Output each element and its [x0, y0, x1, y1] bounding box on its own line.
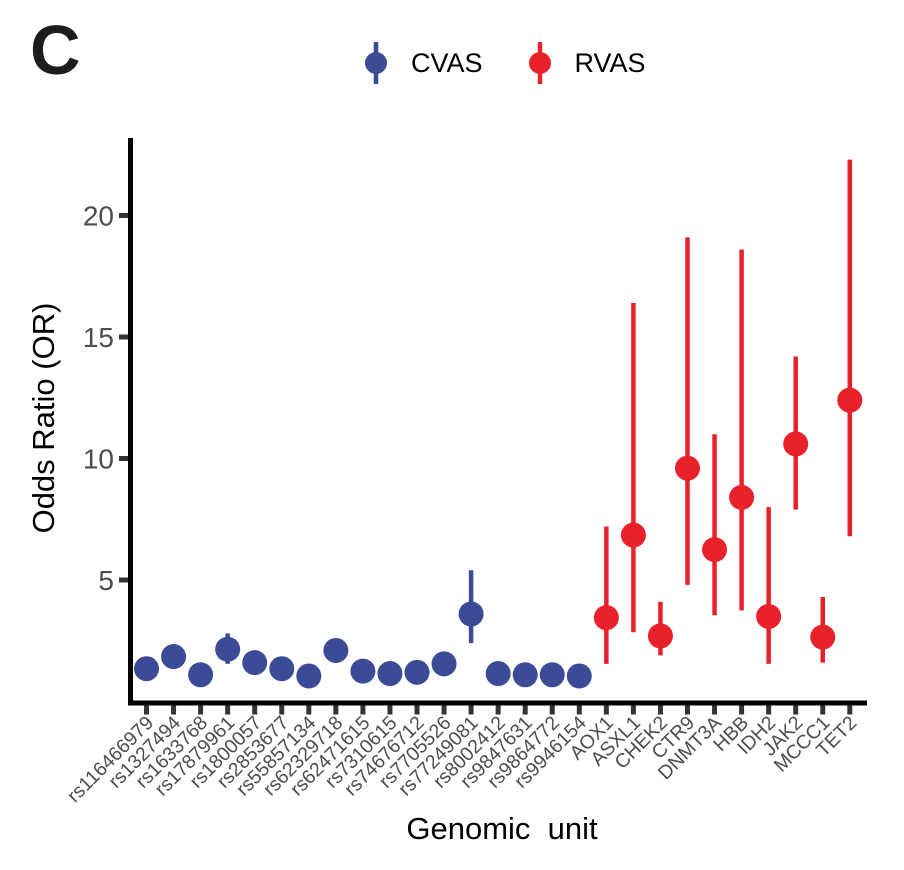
point-rs62471615 — [350, 658, 376, 684]
legend: CVAS RVAS — [363, 36, 646, 90]
point-rs2853677 — [269, 656, 295, 682]
point-rs55857134 — [296, 663, 322, 689]
point-DNMT3A — [702, 537, 728, 563]
legend-label-cvas: CVAS — [411, 47, 483, 78]
point-rs7705526 — [431, 651, 457, 677]
point-ASXL1 — [620, 522, 646, 548]
y-tick-label: 20 — [83, 201, 114, 232]
point-rs62329718 — [323, 637, 349, 663]
point-rs9946154 — [566, 663, 592, 689]
point-IDH2 — [756, 603, 782, 629]
legend-item-cvas: CVAS — [363, 39, 483, 87]
point-rs116466979 — [134, 656, 159, 682]
legend-item-rvas: RVAS — [527, 39, 646, 87]
point-rs1633768 — [188, 662, 214, 688]
point-TET2 — [837, 387, 863, 413]
point-HBB — [729, 484, 755, 510]
point-rs1327494 — [161, 644, 187, 670]
x-axis-title: Genomic unit — [406, 811, 598, 846]
point-rs17879961 — [215, 636, 241, 662]
point-rs8002412 — [485, 661, 511, 687]
point-JAK2 — [783, 431, 809, 457]
point-rs1800057 — [242, 650, 268, 676]
y-tick-label: 5 — [98, 565, 114, 596]
panel-label: C — [30, 11, 81, 89]
point-rs74676712 — [404, 659, 430, 685]
point-CHEK2 — [647, 623, 673, 649]
point-CTR9 — [675, 455, 700, 481]
point-rs77249081 — [458, 601, 484, 627]
point-MCCC1 — [810, 624, 836, 650]
rvas-pointrange-icon — [528, 42, 551, 84]
point-rs9847631 — [512, 662, 538, 688]
legend-label-rvas: RVAS — [574, 47, 646, 78]
point-AOX1 — [593, 605, 619, 631]
y-tick-label: 15 — [83, 322, 114, 353]
cvas-pointrange-icon — [365, 42, 387, 84]
y-tick-label: 10 — [83, 444, 114, 475]
point-rs7310615 — [377, 661, 403, 687]
point-rs9864772 — [539, 662, 565, 688]
